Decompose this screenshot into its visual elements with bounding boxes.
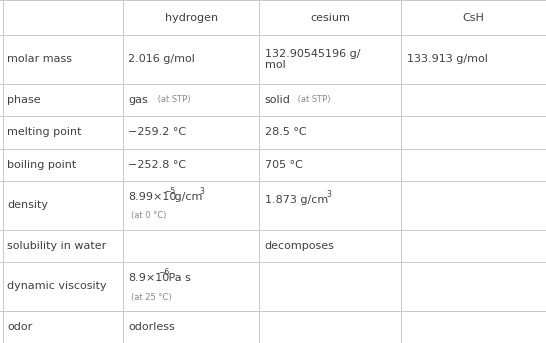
Text: 3: 3 (326, 190, 331, 199)
Text: (at 25 °C): (at 25 °C) (131, 293, 171, 301)
Text: −252.8 °C: −252.8 °C (128, 160, 186, 170)
Text: dynamic viscosity: dynamic viscosity (7, 281, 106, 291)
Text: phase: phase (7, 95, 41, 105)
Text: 1.873 g/cm: 1.873 g/cm (265, 196, 328, 205)
Text: CsH: CsH (462, 13, 484, 23)
Text: melting point: melting point (7, 127, 81, 137)
Text: boiling point: boiling point (7, 160, 76, 170)
Text: Pa s: Pa s (165, 273, 191, 283)
Text: g/cm: g/cm (171, 192, 203, 202)
Text: −6: −6 (158, 268, 170, 277)
Text: density: density (7, 200, 48, 210)
Text: 8.9×10: 8.9×10 (128, 273, 170, 283)
Text: solubility in water: solubility in water (7, 241, 106, 251)
Text: −259.2 °C: −259.2 °C (128, 127, 186, 137)
Text: molar mass: molar mass (7, 55, 72, 64)
Text: gas: gas (128, 95, 148, 105)
Text: −5: −5 (164, 187, 176, 196)
Text: decomposes: decomposes (265, 241, 335, 251)
Text: 28.5 °C: 28.5 °C (265, 127, 306, 137)
Text: 2.016 g/mol: 2.016 g/mol (128, 55, 195, 64)
Text: 8.99×10: 8.99×10 (128, 192, 177, 202)
Text: (at STP): (at STP) (295, 95, 331, 105)
Text: hydrogen: hydrogen (164, 13, 218, 23)
Text: 705 °C: 705 °C (265, 160, 302, 170)
Text: cesium: cesium (310, 13, 351, 23)
Text: 133.913 g/mol: 133.913 g/mol (407, 55, 488, 64)
Text: (at 0 °C): (at 0 °C) (131, 211, 167, 221)
Text: 3: 3 (199, 187, 204, 196)
Text: odor: odor (7, 322, 32, 332)
Text: (at STP): (at STP) (155, 95, 190, 105)
Text: solid: solid (265, 95, 290, 105)
Text: 132.90545196 g/
mol: 132.90545196 g/ mol (265, 49, 360, 70)
Text: odorless: odorless (128, 322, 175, 332)
